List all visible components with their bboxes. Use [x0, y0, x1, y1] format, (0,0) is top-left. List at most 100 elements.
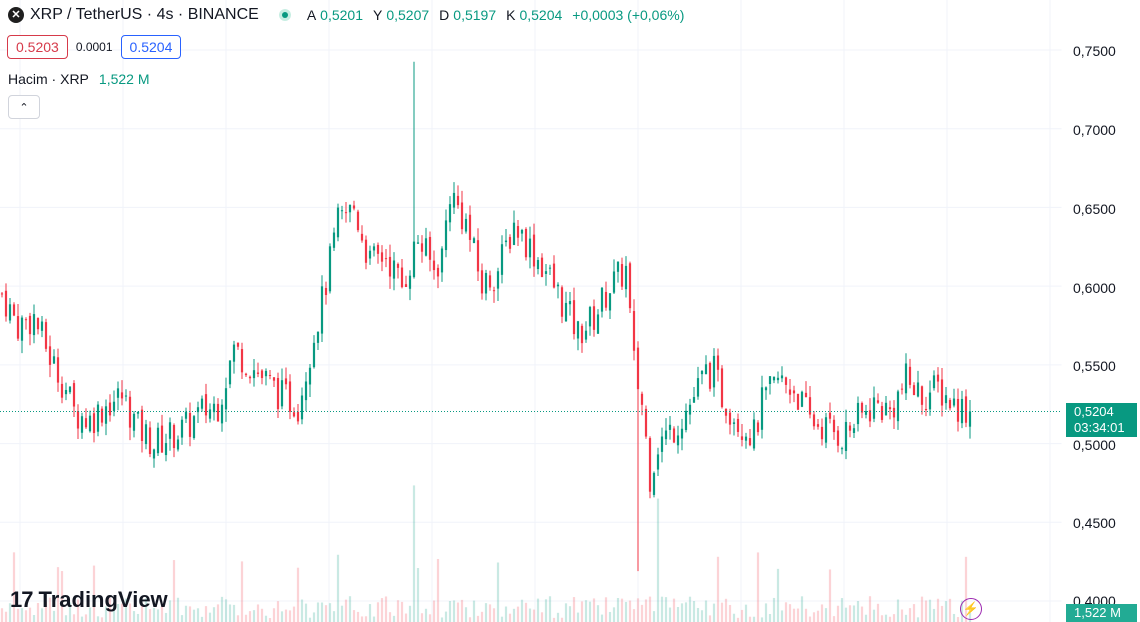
- candle-body: [456, 195, 460, 206]
- volume-bar: [572, 597, 576, 622]
- candle-body: [712, 355, 716, 388]
- candle-body: [752, 419, 756, 449]
- candle-body: [760, 387, 764, 430]
- volume-bar: [108, 598, 112, 622]
- volume-bar: [728, 604, 732, 622]
- candle-body: [284, 378, 288, 385]
- candle-body: [476, 240, 480, 272]
- candle-body: [864, 411, 868, 415]
- volume-bar: [392, 615, 396, 622]
- volume-bar: [348, 596, 352, 622]
- volume-bar: [20, 608, 24, 622]
- candle-body: [16, 316, 20, 339]
- candle-body: [532, 234, 536, 267]
- collapse-legend-button[interactable]: ⌃: [8, 95, 40, 119]
- candle-body: [396, 263, 400, 268]
- tradingview-logo[interactable]: 17 TradingView: [10, 587, 168, 613]
- lightning-icon[interactable]: ⚡: [960, 598, 982, 620]
- volume-bar: [388, 612, 392, 622]
- volume-bar: [496, 562, 500, 622]
- volume-bar: [556, 612, 560, 622]
- volume-bar: [656, 498, 660, 622]
- candle-body: [512, 222, 516, 245]
- close-label: K: [506, 7, 516, 23]
- volume-bar: [176, 597, 180, 622]
- candle-body: [208, 409, 212, 419]
- candle-body: [44, 322, 48, 349]
- candle-body: [296, 411, 300, 422]
- volume-bar: [832, 616, 836, 622]
- volume-bar: [624, 601, 628, 622]
- high-value: 0,5207: [386, 7, 430, 23]
- candle-body: [432, 260, 436, 271]
- symbol-title[interactable]: XRP / TetherUS · 4s · BINANCE: [30, 6, 259, 23]
- volume-bar: [60, 571, 64, 622]
- candle-body: [828, 412, 832, 419]
- volume-bar: [168, 600, 172, 622]
- candle-body: [800, 391, 804, 407]
- volume-bar: [516, 606, 520, 622]
- volume-bar: [492, 608, 496, 622]
- candle-body: [468, 214, 472, 240]
- volume-bar: [452, 600, 456, 622]
- volume-bar: [164, 612, 168, 622]
- volume-bar: [924, 600, 928, 622]
- candle-body: [700, 371, 704, 375]
- volume-bar: [192, 609, 196, 622]
- volume-bar: [488, 604, 492, 622]
- volume-bar: [916, 617, 920, 622]
- candle-body: [160, 425, 164, 453]
- volume-bar: [660, 596, 664, 622]
- volume-bar: [876, 603, 880, 622]
- volume-bar: [292, 606, 296, 622]
- volume-bar: [600, 614, 604, 622]
- volume-bar: [672, 598, 676, 622]
- volume-bar: [776, 568, 780, 622]
- candle-body: [792, 390, 796, 394]
- sell-button[interactable]: 0.5203: [7, 35, 68, 59]
- candle-body: [96, 404, 100, 432]
- buy-button[interactable]: 0.5204: [120, 35, 182, 59]
- candle-body: [444, 220, 448, 251]
- volume-tag: 1,522 M: [1066, 604, 1137, 622]
- candle-body: [240, 349, 244, 373]
- candle-body: [744, 436, 748, 441]
- volume-bar: [244, 614, 248, 622]
- volume-bar: [540, 612, 544, 622]
- volume-bar: [644, 599, 648, 622]
- candle-body: [664, 430, 668, 440]
- candle-body: [388, 256, 392, 277]
- volume-bar: [764, 603, 768, 622]
- volume-bar: [804, 608, 808, 622]
- volume-legend: Hacim · XRP 1,522 M: [8, 71, 150, 87]
- volume-bar: [828, 569, 832, 622]
- volume-bar: [32, 615, 36, 622]
- candle-body: [212, 403, 216, 413]
- candle-body: [764, 387, 768, 391]
- volume-bar: [816, 610, 820, 622]
- candle-body: [628, 263, 632, 309]
- candle-body: [424, 238, 428, 256]
- candle-body: [28, 315, 32, 335]
- volume-bar: [128, 603, 132, 622]
- candle-body: [236, 342, 240, 347]
- volume-bar: [224, 599, 228, 622]
- volume-bar: [848, 605, 852, 622]
- volume-bar: [860, 606, 864, 622]
- candle-body: [584, 330, 588, 340]
- candle-body: [504, 240, 508, 243]
- candle-body: [92, 413, 96, 434]
- volume-value: 1,522 M: [98, 71, 150, 87]
- volume-bar: [120, 603, 124, 622]
- candle-body: [144, 424, 148, 445]
- volume-bar: [268, 617, 272, 622]
- candle-body: [748, 438, 752, 446]
- volume-label[interactable]: Hacim · XRP: [8, 71, 89, 87]
- volume-bar: [568, 606, 572, 622]
- candle-body: [888, 407, 892, 410]
- candle-body: [688, 404, 692, 415]
- candle-body: [500, 244, 504, 275]
- price-tick: 0,5000: [1073, 437, 1116, 453]
- volume-bar: [760, 617, 764, 622]
